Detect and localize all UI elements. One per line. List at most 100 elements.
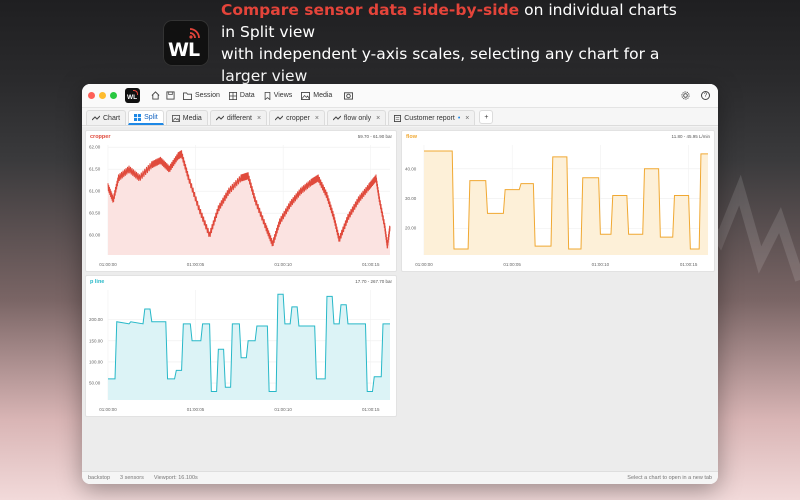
image-icon <box>171 114 180 122</box>
chart-title: p line <box>90 279 105 285</box>
save-icon[interactable] <box>166 91 175 100</box>
tab-media[interactable]: Media <box>165 110 208 125</box>
x-tick-label: 01:00:00 <box>99 262 117 267</box>
toolbar-data-button[interactable]: Data <box>228 91 255 100</box>
status-bar: backstop 3 sensors Viewport: 16.100s Sel… <box>82 471 718 484</box>
chart-svg: 200.00 150.00 100.00 50.00 01:00:00 01:00:05 0… <box>89 290 390 412</box>
toolbar-right: ? <box>678 91 710 100</box>
folder-icon <box>183 91 192 100</box>
tab-chart[interactable]: Chart <box>86 110 127 125</box>
tab-label: Customer report <box>404 114 455 122</box>
app-window: WL Session Data Views Media <box>82 84 718 484</box>
split-view-area: 62.00 61.50 61.00 60.50 60.00 01:00:00 01:00:0… <box>82 127 718 471</box>
image-icon <box>301 91 311 100</box>
series-area <box>108 150 390 255</box>
chart-card-p-line[interactable]: 200.00 150.00 100.00 50.00 01:00:00 01:00:05 0… <box>85 275 397 417</box>
x-tick-label: 01:00:10 <box>592 262 610 267</box>
add-tab-button[interactable]: + <box>479 110 494 124</box>
home-icon[interactable] <box>151 91 160 100</box>
maximize-window-button[interactable] <box>110 92 117 99</box>
toolbar-logo: WL <box>125 88 140 103</box>
series-area <box>424 150 708 255</box>
chart-svg: 40.00 30.00 20.00 01:00:00 01:00:05 01:00:10 0… <box>405 145 708 267</box>
chart-svg: 62.00 61.50 61.00 60.50 60.00 01:00:00 01:00:0… <box>89 145 391 267</box>
status-sensors: 3 sensors <box>120 475 144 481</box>
series-line <box>424 150 708 250</box>
screenshot-icon[interactable] <box>344 91 354 100</box>
x-tick-label: 01:00:00 <box>99 407 117 412</box>
tab-label: Split <box>144 113 158 121</box>
x-tick-label: 01:00:00 <box>415 262 433 267</box>
tab-split[interactable]: Split <box>128 110 164 125</box>
y-tick-label: 40.00 <box>405 166 417 171</box>
status-session: backstop <box>88 475 111 481</box>
tab-flow-only[interactable]: flow only × <box>326 110 387 125</box>
minimize-window-button[interactable] <box>99 92 106 99</box>
hero-caption-accent: Compare sensor data side-by-side <box>221 1 520 19</box>
x-tick-label: 01:00:15 <box>362 407 380 412</box>
tab-close-icon[interactable]: × <box>465 114 470 122</box>
hero-banner: WL Compare sensor data side-by-side on i… <box>163 1 683 85</box>
toolbar-session-button[interactable]: Session <box>183 91 220 100</box>
tab-different[interactable]: different × <box>209 110 268 125</box>
hero-caption-line2: with independent y-axis scales, selectin… <box>221 45 660 85</box>
y-tick-label: 62.00 <box>89 145 101 150</box>
toolbar-views-button[interactable]: Views <box>264 91 293 100</box>
split-grid-icon <box>134 113 142 121</box>
x-tick-label: 01:00:10 <box>274 407 292 412</box>
series-line <box>107 150 391 249</box>
app-logo-text: WL <box>168 39 200 61</box>
tab-close-icon[interactable]: × <box>314 114 319 122</box>
y-tick-label: 100.00 <box>89 359 103 364</box>
tab-customer-report[interactable]: Customer report • × <box>388 110 476 125</box>
bookmark-icon <box>264 91 271 100</box>
chart-title: flow <box>406 134 417 140</box>
signal-icon <box>189 28 200 39</box>
tab-label: Chart <box>103 114 121 122</box>
modified-dot: • <box>457 114 461 122</box>
y-tick-label: 150.00 <box>89 338 103 343</box>
y-tick-label: 60.50 <box>89 211 101 216</box>
y-tick-label: 20.00 <box>405 226 417 231</box>
toolbar-media-label: Media <box>313 92 333 99</box>
x-tick-label: 01:00:15 <box>362 262 380 267</box>
y-tick-label: 61.50 <box>89 167 101 172</box>
status-viewport: Viewport: 16.100s <box>153 475 198 481</box>
help-icon[interactable]: ? <box>701 91 710 100</box>
tab-label: cropper <box>286 114 310 122</box>
chart-range: 11.80 - 45.95 L/min <box>671 134 710 139</box>
y-tick-label: 30.00 <box>405 196 417 201</box>
app-logo: WL <box>163 20 209 66</box>
chart-line-icon <box>332 115 341 121</box>
x-tick-label: 01:00:10 <box>274 262 292 267</box>
x-tick-label: 01:00:15 <box>680 262 698 267</box>
chart-card-flow[interactable]: 40.00 30.00 20.00 01:00:00 01:00:05 01:00:10 0… <box>401 130 715 272</box>
close-window-button[interactable] <box>88 92 95 99</box>
x-tick-label: 01:00:05 <box>503 262 521 267</box>
grid-icon <box>228 91 237 100</box>
tab-bar: Chart Split Media different × cropper × … <box>82 108 718 126</box>
chart-title: cropper <box>90 134 111 140</box>
toolbar-media-button[interactable]: Media <box>301 91 333 100</box>
tab-label: flow only <box>343 114 372 122</box>
toolbar-logo-text: WL <box>127 94 138 101</box>
hero-caption: Compare sensor data side-by-side on indi… <box>221 0 683 87</box>
y-tick-label: 200.00 <box>89 317 103 322</box>
chart-line-icon <box>92 115 100 121</box>
chart-card-cropper[interactable]: 62.00 61.50 61.00 60.50 60.00 01:00:00 01:00:0… <box>85 130 397 272</box>
gear-icon[interactable] <box>681 91 690 100</box>
y-tick-label: 60.00 <box>89 233 101 238</box>
status-hint: Select a chart to open in a new tab <box>627 475 712 481</box>
tab-close-icon[interactable]: × <box>376 114 381 122</box>
chart-line-icon <box>275 115 284 121</box>
tab-cropper[interactable]: cropper × <box>269 110 325 125</box>
toolbar-data-label: Data <box>239 92 255 99</box>
tab-close-icon[interactable]: × <box>257 114 262 122</box>
toolbar-views-label: Views <box>273 92 293 99</box>
toolbar-session-label: Session <box>195 92 220 99</box>
window-controls <box>88 92 117 99</box>
tab-label: Media <box>182 114 202 122</box>
x-tick-label: 01:00:05 <box>187 262 205 267</box>
window-titlebar: WL Session Data Views Media <box>82 84 718 108</box>
series-area <box>108 294 390 400</box>
